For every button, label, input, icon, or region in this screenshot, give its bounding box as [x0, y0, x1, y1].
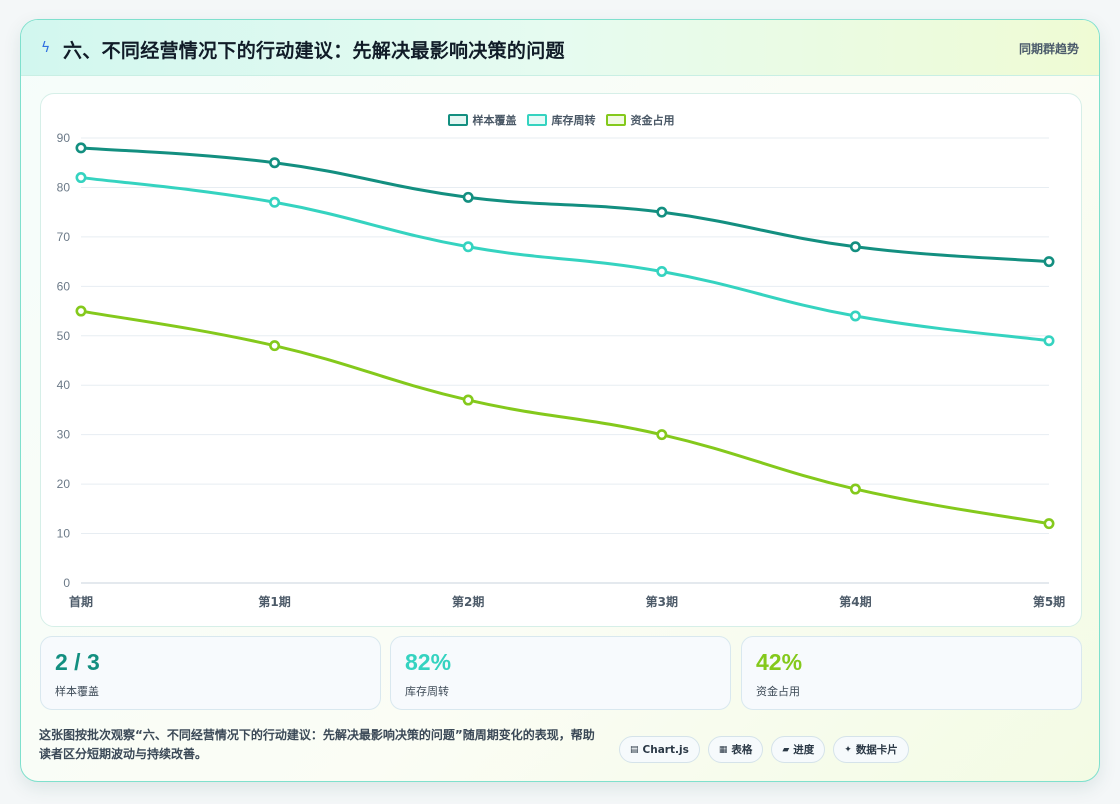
line-chart-panel: 样本覆盖 库存周转 资金占用 0 10 20 30 40 50 60 70 80 90 首期 第1期 第… [40, 93, 1082, 627]
legend-item-sample-coverage[interactable]: 样本覆盖 [447, 112, 517, 128]
y-tick-label: 80 [57, 180, 71, 194]
legend-swatch [447, 114, 468, 126]
line-chart: 0 10 20 30 40 50 60 70 80 90 首期 第1期 第2期 第3期 第4期 第5期 [57, 131, 1066, 609]
y-tick-label: 20 [57, 477, 71, 491]
x-tick-label: 第1期 [258, 594, 290, 609]
y-tick-label: 10 [57, 527, 71, 541]
kpi-value: 42% [756, 649, 803, 675]
data-point [1043, 518, 1055, 530]
chart-icon: ▤ [630, 744, 639, 755]
y-tick-label: 90 [57, 131, 71, 145]
page-title: 六、不同经营情况下的行动建议：先解决最影响决策的问题 [63, 40, 565, 62]
kpi-label: 库存周转 [405, 685, 449, 698]
legend-item-capital-usage[interactable]: 资金占用 [605, 112, 675, 128]
sparkle-icon: ✦ [844, 744, 852, 755]
data-point [462, 191, 474, 203]
data-point [1043, 256, 1055, 268]
tag-label: 表格 [731, 744, 753, 756]
table-icon: ▦ [718, 744, 728, 755]
x-tick-label: 第4期 [839, 594, 871, 609]
kpi-label: 资金占用 [756, 685, 800, 698]
y-tick-label: 30 [57, 428, 71, 442]
series-line [80, 146, 1050, 264]
data-point [656, 429, 668, 441]
legend-label: 样本覆盖 [472, 114, 517, 127]
tag-label: 数据卡片 [855, 744, 898, 756]
data-point [462, 394, 474, 406]
kpi-value: 2 / 3 [55, 649, 100, 675]
series-line [80, 176, 1050, 343]
data-point [849, 310, 861, 322]
legend-swatch [605, 114, 626, 126]
data-point [75, 305, 87, 317]
y-tick-label: 70 [57, 230, 71, 244]
lightning-icon: ϟ [41, 40, 51, 56]
tag-data-card[interactable]: ✦ 数据卡片 [833, 736, 909, 763]
data-point [75, 142, 87, 154]
card-header: ϟ 六、不同经营情况下的行动建议：先解决最影响决策的问题 同期群趋势 [21, 20, 1099, 76]
data-point [462, 241, 474, 253]
progress-icon: ▰ [782, 744, 790, 755]
data-point [269, 196, 281, 208]
data-point [656, 206, 668, 218]
report-card: ϟ 六、不同经营情况下的行动建议：先解决最影响决策的问题 同期群趋势 样本覆盖 … [20, 19, 1100, 782]
chart-legend: 样本覆盖 库存周转 资金占用 [41, 112, 1081, 128]
kpi-card-inventory-turnover: 82% 库存周转 [390, 636, 731, 710]
tag-table[interactable]: ▦ 表格 [707, 736, 764, 763]
y-tick-label: 60 [57, 279, 71, 293]
x-tick-label: 第3期 [646, 594, 678, 609]
y-tick-label: 0 [63, 576, 70, 590]
series-line [80, 309, 1050, 526]
data-point [849, 483, 861, 495]
legend-label: 库存周转 [551, 114, 596, 127]
data-point [849, 241, 861, 253]
tag-list: ▤ Chart.js ▦ 表格 ▰ 进度 ✦ 数据卡片 [619, 736, 909, 763]
kpi-value: 82% [405, 649, 452, 675]
data-point [75, 172, 87, 184]
legend-label: 资金占用 [630, 114, 675, 127]
data-point [269, 157, 281, 169]
tag-progress[interactable]: ▰ 进度 [771, 736, 826, 763]
kpi-card-capital-usage: 42% 资金占用 [741, 636, 1082, 710]
x-tick-label: 第5期 [1033, 594, 1065, 609]
data-point [656, 266, 668, 278]
data-point [1043, 335, 1055, 347]
legend-swatch [526, 114, 547, 126]
chart-description: 这张图按批次观察“六、不同经营情况下的行动建议：先解决最影响决策的问题”随周期变… [39, 728, 595, 761]
tag-chartjs[interactable]: ▤ Chart.js [619, 736, 700, 763]
kpi-card-sample-coverage: 2 / 3 样本覆盖 [40, 636, 381, 710]
x-tick-label: 第2期 [452, 594, 484, 609]
kpi-label: 样本覆盖 [55, 685, 99, 698]
header-tag: 同期群趋势 [1018, 42, 1079, 56]
x-tick-label: 首期 [69, 594, 93, 609]
legend-item-inventory-turnover[interactable]: 库存周转 [526, 112, 596, 128]
y-tick-label: 40 [57, 378, 71, 392]
tag-label: 进度 [793, 744, 815, 756]
y-tick-label: 50 [57, 329, 71, 343]
tag-label: Chart.js [642, 743, 689, 756]
data-point [269, 340, 281, 352]
